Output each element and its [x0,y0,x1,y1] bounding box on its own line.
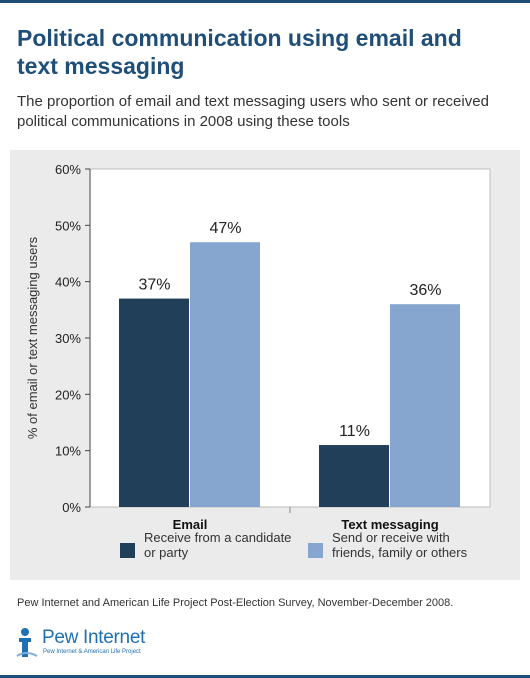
pew-internet-logo: Pew Internet Pew Internet & American Lif… [14,625,214,665]
y-tick-label: 10% [55,444,81,459]
y-tick-label: 60% [55,162,81,177]
data-label: 47% [209,220,241,237]
bar-chart: 0% 10% 20% 30% 40% 50% 60% % of email or text m… [25,162,491,560]
legend-label: friends, family or others [332,545,468,560]
legend-label: or party [144,545,189,560]
y-tick-label: 0% [62,500,81,515]
y-tick-label: 20% [55,387,81,402]
chart-subtitle-line-2: political communications in 2008 using t… [17,113,350,130]
y-tick-label: 50% [55,218,81,233]
source-note: Pew Internet and American Life Project P… [17,597,454,609]
chart-subtitle: The proportion of email and text messagi… [17,92,517,132]
x-tick-label: Email [173,517,208,532]
data-label: 36% [409,282,441,299]
bar [119,298,189,507]
chart-title-line-2: text messaging [17,53,185,79]
chart-subtitle-line-1: The proportion of email and text messagi… [17,93,489,110]
top-rule [0,0,530,3]
bar [190,242,260,507]
chart-title-line-1: Political communication using email and [17,25,462,51]
logo-tagline: Pew Internet & American Life Project [43,649,141,655]
bottom-rule [0,675,530,678]
legend-label: Receive from a candidate [144,530,291,545]
pew-logo-icon [16,628,38,657]
bar [390,304,460,507]
y-axis-label: % of email or text messaging users [25,236,40,439]
chart-panel: 0% 10% 20% 30% 40% 50% 60% % of email or text m… [10,150,520,580]
y-tick-label: 30% [55,331,81,346]
data-label: 37% [138,277,170,294]
x-tick-label: Text messaging [341,517,438,532]
logo-name: Pew Internet [42,627,146,648]
legend-label: Send or receive with [332,530,450,545]
bar [319,445,389,507]
legend-swatch [120,543,135,558]
data-label: 11% [339,423,370,440]
chart-title: Political communication using email and … [17,24,517,80]
y-tick-label: 40% [55,275,81,290]
legend-swatch [308,543,323,558]
